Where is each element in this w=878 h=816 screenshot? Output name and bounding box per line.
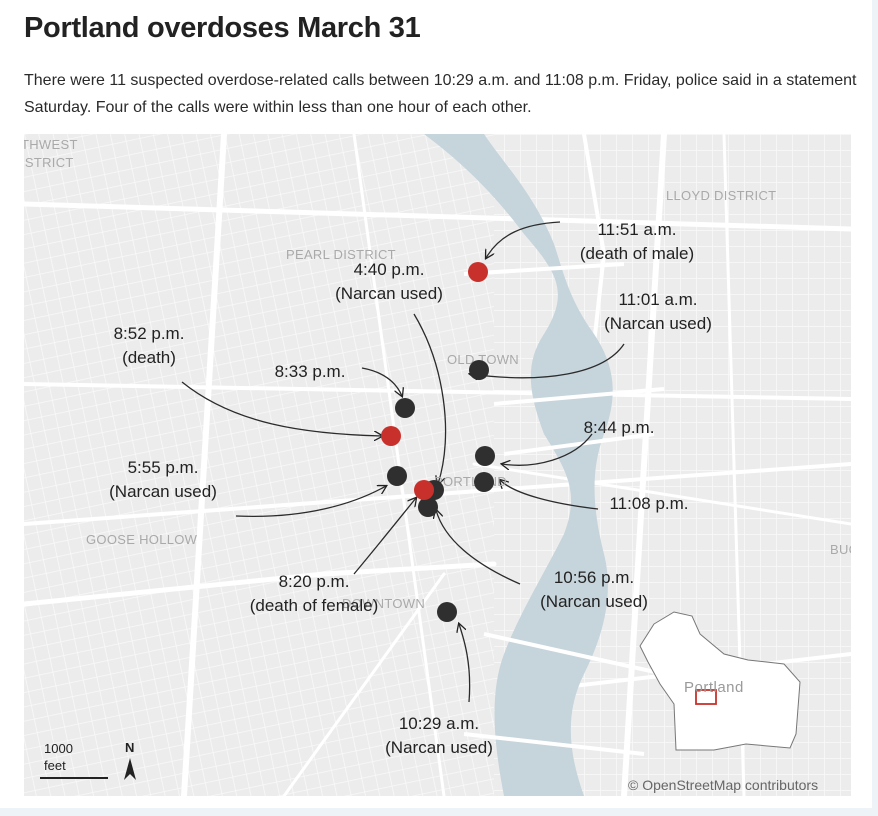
callout-time: 10:29 a.m. xyxy=(398,714,480,733)
overdose-marker[interactable] xyxy=(469,360,489,380)
callout-arrows xyxy=(181,221,625,703)
overdose-map[interactable]: THWEST ISTRICT LLOYD DISTRICT PEARL DIST… xyxy=(24,134,851,796)
district-label-oldtown: OLD TOWN xyxy=(447,352,519,367)
callout-820pm: 8:20 p.m. (death of female) xyxy=(230,570,398,618)
callout-time: 10:56 p.m. xyxy=(553,568,635,587)
callout-note: (death) xyxy=(122,348,176,367)
district-label-northwest: THWEST xyxy=(24,137,78,152)
callout-note: (Narcan used) xyxy=(109,482,217,501)
callout-time: 11:08 p.m. xyxy=(609,494,689,513)
callout-note: (Narcan used) xyxy=(385,738,493,757)
map-credit[interactable]: © OpenStreetMap contributors xyxy=(628,777,819,793)
district-label-downtown: DOWNTOWN xyxy=(342,596,426,611)
district-label-goosehollow: GOOSE HOLLOW xyxy=(86,532,198,547)
callout-note: (Narcan used) xyxy=(604,314,712,333)
overdose-marker[interactable] xyxy=(418,497,438,517)
callout-time: 8:33 p.m. xyxy=(274,362,346,381)
death-marker[interactable] xyxy=(414,480,434,500)
portland-inset xyxy=(639,611,801,751)
death-marker[interactable] xyxy=(468,262,488,282)
callout-time: 11:51 a.m. xyxy=(597,220,677,239)
basemap xyxy=(24,134,851,796)
callout-1151am: 11:51 a.m. (death of male) xyxy=(560,218,714,266)
district-label-buckman: BUC xyxy=(830,542,851,557)
overdose-marker[interactable] xyxy=(387,466,407,486)
callout-1056pm: 10:56 p.m. (Narcan used) xyxy=(524,566,664,614)
callout-note: (death of female) xyxy=(249,596,379,615)
callout-555pm: 5:55 p.m. (Narcan used) xyxy=(90,456,236,504)
callout-852pm: 8:52 p.m. (death) xyxy=(94,322,204,370)
callout-1101am: 11:01 a.m. (Narcan used) xyxy=(588,288,728,336)
incident-markers xyxy=(381,262,495,622)
callout-833pm: 8:33 p.m. xyxy=(260,360,360,384)
overdose-marker[interactable] xyxy=(437,602,457,622)
page-subtitle: There were 11 suspected overdose-related… xyxy=(24,72,857,116)
scale-unit: feet xyxy=(44,758,66,773)
willamette-river xyxy=(384,134,613,796)
district-label-pearl: PEARL DISTRICT xyxy=(286,247,396,262)
overdose-marker[interactable] xyxy=(475,446,495,466)
district-label-lloyd: LLOYD DISTRICT xyxy=(666,188,777,203)
callout-440pm: 4:40 p.m. (Narcan used) xyxy=(314,258,464,306)
page-title: Portland overdoses March 31 xyxy=(24,12,421,44)
callout-time: 4:40 p.m. xyxy=(353,260,425,279)
overdose-marker[interactable] xyxy=(474,472,494,492)
callout-1108pm: 11:08 p.m. xyxy=(594,492,704,516)
death-marker[interactable] xyxy=(381,426,401,446)
inset-label-portland: Portland xyxy=(684,679,744,696)
north-arrow-icon xyxy=(124,758,136,780)
scale-label: 1000 feet xyxy=(44,740,73,774)
callout-time: 11:01 a.m. xyxy=(618,290,698,309)
scale-value: 1000 xyxy=(44,741,73,756)
callout-1029am: 10:29 a.m. (Narcan used) xyxy=(369,712,509,760)
callout-time: 8:20 p.m. xyxy=(278,572,350,591)
callout-note: (death of male) xyxy=(579,244,695,263)
callout-844pm: 8:44 p.m. xyxy=(569,416,669,440)
callout-note: (Narcan used) xyxy=(540,592,648,611)
callout-time: 8:44 p.m. xyxy=(583,418,655,437)
callout-time: 8:52 p.m. xyxy=(113,324,185,343)
district-label-northwest-2: ISTRICT xyxy=(24,155,74,170)
overdose-marker[interactable] xyxy=(395,398,415,418)
callout-time: 5:55 p.m. xyxy=(127,458,199,477)
north-label: N xyxy=(125,740,135,755)
callout-note: (Narcan used) xyxy=(335,284,443,303)
